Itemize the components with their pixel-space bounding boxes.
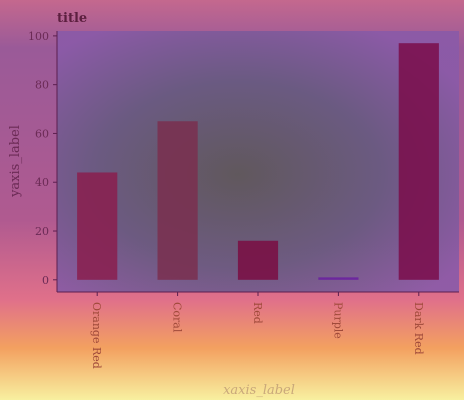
bars-group — [77, 43, 439, 280]
y-tick-label: 0 — [42, 274, 49, 287]
x-axis-label: xaxis_label — [223, 383, 295, 398]
y-tick-label: 20 — [35, 225, 49, 238]
x-ticks-group: Orange Red Coral Red Purple Dark Red — [90, 292, 425, 369]
y-tick-label: 60 — [35, 127, 49, 140]
x-tick-label: Red — [251, 302, 264, 324]
bar-dark-red — [398, 43, 439, 280]
x-tick-label: Orange Red — [90, 302, 103, 369]
x-tick-label: Purple — [331, 302, 344, 339]
bar-orange-red — [77, 172, 118, 280]
x-tick-label: Dark Red — [412, 302, 425, 355]
bar-purple — [318, 277, 359, 280]
y-tick-label: 100 — [28, 30, 49, 43]
y-ticks-group: 0 20 40 60 80 100 — [28, 30, 57, 287]
x-tick-label: Coral — [171, 302, 184, 333]
y-tick-label: 40 — [35, 176, 49, 189]
chart-title: title — [57, 11, 87, 26]
y-tick-label: 80 — [35, 79, 49, 92]
bar-coral — [157, 121, 198, 280]
y-axis-label: yaxis_label — [8, 125, 23, 198]
bar-red — [237, 240, 279, 280]
